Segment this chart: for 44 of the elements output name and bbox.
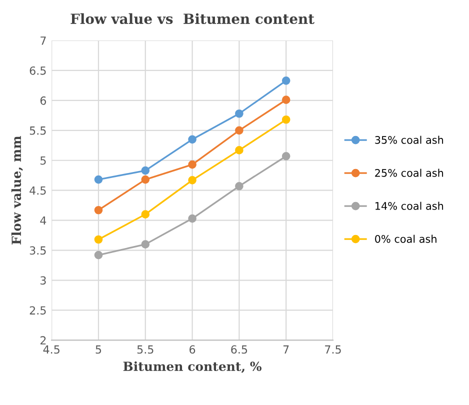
x-tick-label: 6 [190,345,196,354]
point [94,235,103,244]
point [235,146,244,154]
legend-label: 0% coal ash [375,234,436,243]
x-tick-label: 7 [283,345,289,354]
x-tick-label: 5 [96,345,102,354]
point [94,206,103,214]
point [188,135,196,144]
point [141,240,150,248]
y-tick-label: 2 [40,336,46,344]
y-tick-label: 3.5 [30,246,46,255]
chart-title: Flow value vs Bitumen content [70,13,314,24]
point [141,175,150,184]
point [94,175,103,184]
y-tick-label: 2.5 [30,306,46,315]
y-tick-label: 3 [40,276,46,285]
x-axis-title: Bitumen content, % [123,361,262,373]
point [188,214,196,223]
point [282,96,290,104]
legend-label: 25% coal ash [375,168,444,177]
y-tick-label: 4 [40,216,46,225]
x-tick-label: 7.5 [325,345,341,354]
point [141,210,150,218]
x-tick-label: 6.5 [231,345,248,354]
point [282,115,290,124]
point [235,109,244,118]
point [282,152,290,160]
y-tick-label: 4.5 [30,186,46,195]
point [141,166,150,175]
point [188,176,196,184]
y-axis-title: Flow value, mm [11,136,23,244]
y-tick-label: 5.5 [30,126,46,135]
legend-label: 14% coal ash [375,202,444,210]
point [188,160,196,169]
x-tick-label: 5.5 [137,345,154,354]
point [235,182,244,190]
legend-label: 35% coal ash [375,136,444,144]
y-tick-label: 7 [40,36,46,45]
point [94,250,103,260]
point [282,76,290,85]
y-tick-label: 6.5 [30,66,46,75]
point [235,126,244,135]
y-tick-label: 5 [40,156,46,165]
y-tick-label: 6 [40,96,46,105]
